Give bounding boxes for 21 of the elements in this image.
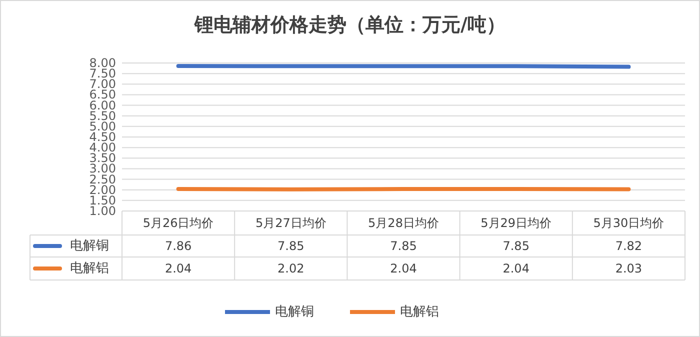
legend-label: 电解铝 xyxy=(70,261,109,276)
data-label: 7.85 xyxy=(502,239,530,253)
x-tick-label: 5月30日均价 xyxy=(593,216,664,230)
x-tick-label: 5月28日均价 xyxy=(368,216,439,230)
data-label: 2.03 xyxy=(615,262,642,276)
x-tick-label: 5月29日均价 xyxy=(480,216,552,230)
text: 电解铝 xyxy=(400,304,439,320)
data-label: 7.85 xyxy=(390,239,417,253)
data-label: 7.82 xyxy=(615,239,642,253)
data-label: 7.85 xyxy=(278,239,304,253)
y-tick-label: 8.00 xyxy=(89,56,116,70)
chart-title: 锂电辅材价格走势（单位：万元/吨） xyxy=(194,14,506,36)
data-label: 2.04 xyxy=(502,262,530,276)
x-tick-label: 5月27日均价 xyxy=(255,216,326,230)
x-tick-label: 5月26日均价 xyxy=(142,216,214,230)
data-label: 7.86 xyxy=(164,239,192,253)
text: 电解铜 xyxy=(275,304,314,320)
data-label: 2.04 xyxy=(164,262,192,276)
data-label: 2.04 xyxy=(390,262,417,276)
legend-label: 电解铜 xyxy=(70,238,109,254)
data-label: 2.02 xyxy=(278,262,304,276)
